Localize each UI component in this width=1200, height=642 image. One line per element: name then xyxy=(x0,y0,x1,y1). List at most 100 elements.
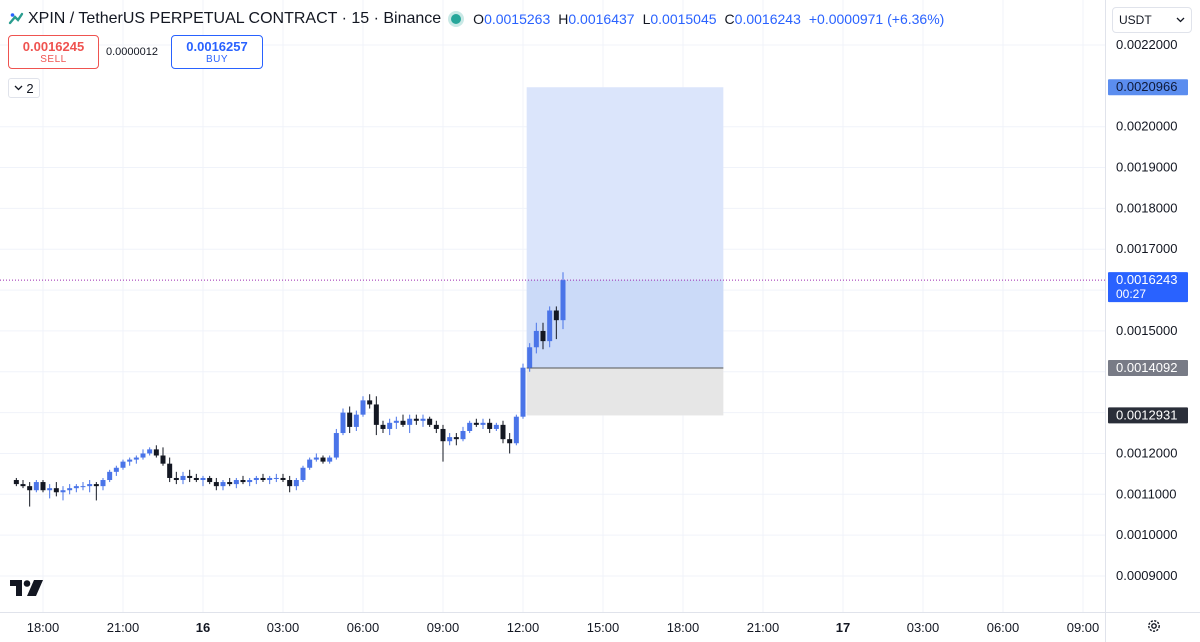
candle-body xyxy=(207,477,213,483)
candle-body xyxy=(407,418,413,425)
y-tick-label: 0.0012000 xyxy=(1116,445,1177,460)
gear-icon[interactable] xyxy=(1146,618,1162,634)
entry-price-badge-label: 0.0014092 xyxy=(1116,360,1177,375)
candle-body xyxy=(420,418,426,421)
x-tick-label: 18:00 xyxy=(27,620,60,635)
symbol-title[interactable]: XPIN / TetherUS PERPETUAL CONTRACT · 15 … xyxy=(28,10,442,27)
x-tick-label: 16 xyxy=(196,620,210,635)
candle-body xyxy=(27,486,33,491)
candle-body xyxy=(273,477,279,479)
candle-body xyxy=(73,486,79,489)
ohlc-open-label: O xyxy=(473,11,485,27)
candle-body xyxy=(293,480,299,487)
x-tick-label: 18:00 xyxy=(667,620,700,635)
last-price-badge-bg xyxy=(1108,272,1188,303)
candle-body xyxy=(167,463,173,478)
tradingview-logo[interactable] xyxy=(10,580,44,598)
candle-body xyxy=(547,310,553,342)
currency-label: USDT xyxy=(1119,13,1152,27)
y-tick-label: 0.0019000 xyxy=(1116,160,1177,175)
ohlc-close-value: 0.0016243 xyxy=(734,11,801,27)
chevron-down-icon xyxy=(14,85,23,91)
candle-body xyxy=(353,414,359,427)
ohlc-readout: O 0.0015263 H 0.0016437 L 0.0015045 C 0.0016… xyxy=(473,11,952,27)
candle-body xyxy=(253,477,259,481)
candle-body xyxy=(447,437,453,442)
y-tick-label: 0.0022000 xyxy=(1116,37,1177,52)
candle-body xyxy=(467,422,473,431)
candle-body xyxy=(280,477,286,481)
candle-body xyxy=(213,482,219,487)
sell-label: SELL xyxy=(40,53,67,65)
candle-body xyxy=(380,424,386,429)
candle-body xyxy=(247,480,253,483)
y-tick-label: 0.0018000 xyxy=(1116,200,1177,215)
position-stop-zone[interactable] xyxy=(526,368,724,416)
candle-body xyxy=(287,480,293,487)
candle-body xyxy=(320,457,326,462)
candle-body xyxy=(47,488,53,491)
candle-body xyxy=(520,367,526,417)
ohlc-high-value: 0.0016437 xyxy=(568,11,635,27)
candle-body xyxy=(147,449,153,454)
entry-price-badge-bg xyxy=(1108,360,1188,377)
candle-body xyxy=(393,420,399,423)
y-tick-label: 0.0017000 xyxy=(1116,241,1177,256)
candle-body xyxy=(327,457,333,462)
candle-body xyxy=(87,484,93,487)
candle-body xyxy=(193,477,199,481)
candle-body xyxy=(180,475,186,481)
indicators-toggle-button[interactable]: 2 xyxy=(8,78,40,98)
candle-body xyxy=(240,480,246,483)
candle-body xyxy=(373,404,379,425)
x-tick-label: 15:00 xyxy=(587,620,620,635)
candle-body xyxy=(473,422,479,425)
candle-body xyxy=(533,330,539,348)
currency-select[interactable]: USDT xyxy=(1112,7,1192,33)
target-price-badge-label: 0.0020966 xyxy=(1116,79,1177,94)
candle-body xyxy=(107,471,113,481)
candle-body xyxy=(433,424,439,429)
bar-countdown-label: 00:27 xyxy=(1116,287,1146,301)
spread-value: 0.0000012 xyxy=(106,46,158,58)
x-tick-label: 03:00 xyxy=(907,620,940,635)
last-price-badge-label: 0.0016243 xyxy=(1116,272,1177,287)
candle-body xyxy=(307,459,313,468)
indicators-count: 2 xyxy=(26,80,34,96)
candle-body xyxy=(80,486,86,488)
x-tick-label: 12:00 xyxy=(507,620,540,635)
y-tick-label: 0.0009000 xyxy=(1116,568,1177,583)
candle-body xyxy=(140,453,146,458)
candle-body xyxy=(527,347,533,368)
x-tick-label: 03:00 xyxy=(267,620,300,635)
buy-price: 0.0016257 xyxy=(186,38,248,54)
x-tick-label: 21:00 xyxy=(747,620,780,635)
candle-body xyxy=(553,310,559,321)
buy-button[interactable]: 0.0016257 BUY xyxy=(171,35,263,69)
candle-body xyxy=(160,455,166,464)
candle-body xyxy=(113,467,119,472)
candle-body xyxy=(220,482,226,487)
candle-body xyxy=(460,430,466,440)
candle-body xyxy=(133,457,139,460)
candle-body xyxy=(427,418,433,425)
candle-body xyxy=(260,477,266,481)
ohlc-low-label: L xyxy=(642,11,651,27)
ohlc-low-value: 0.0015045 xyxy=(650,11,717,27)
sell-button[interactable]: 0.0016245 SELL xyxy=(8,35,99,69)
candle-body xyxy=(487,422,493,429)
candle-body xyxy=(493,424,499,429)
candle-body xyxy=(33,482,39,491)
candle-body xyxy=(480,422,486,425)
x-tick-label: 21:00 xyxy=(107,620,140,635)
candle-body xyxy=(120,461,126,468)
candle-body xyxy=(333,433,339,458)
y-tick-label: 0.0011000 xyxy=(1116,486,1177,501)
ohlc-high-label: H xyxy=(558,11,569,27)
candle-body xyxy=(347,412,353,427)
candle-body xyxy=(300,467,306,481)
candle-body xyxy=(413,418,419,421)
candle-body xyxy=(513,416,519,444)
chart-header: XPIN / TetherUS PERPETUAL CONTRACT · 15 … xyxy=(8,6,952,32)
